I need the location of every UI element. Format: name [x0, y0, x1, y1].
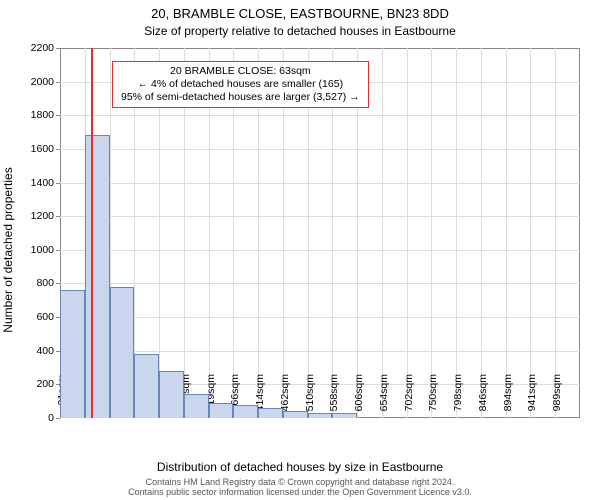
x-tick-label: 941sqm	[526, 374, 538, 424]
y-tick-label: 600	[36, 311, 60, 323]
y-tick-label: 2000	[31, 76, 60, 88]
annotation-line1: 20 BRAMBLE CLOSE: 63sqm	[121, 65, 360, 78]
gridline-h	[60, 216, 580, 217]
gridline-v	[530, 48, 531, 418]
x-tick-label: 894sqm	[502, 374, 514, 424]
gridline-v	[382, 48, 383, 418]
x-tick-label: 750sqm	[427, 374, 439, 424]
histogram-bar	[209, 403, 234, 418]
attribution-line2: Contains public sector information licen…	[128, 487, 472, 497]
histogram-bar	[283, 411, 308, 418]
histogram-bar	[134, 354, 159, 418]
gridline-v	[456, 48, 457, 418]
gridline-v	[407, 48, 408, 418]
x-axis-label: Distribution of detached houses by size …	[0, 460, 600, 474]
y-tick-label: 1800	[31, 109, 60, 121]
attribution-text: Contains HM Land Registry data © Crown c…	[0, 478, 600, 498]
x-tick-label: 654sqm	[378, 374, 390, 424]
y-tick-label: 800	[36, 277, 60, 289]
gridline-h	[60, 351, 580, 352]
y-tick-label: 1600	[31, 143, 60, 155]
x-tick-label: 798sqm	[452, 374, 464, 424]
annotation-box: 20 BRAMBLE CLOSE: 63sqm← 4% of detached …	[112, 61, 369, 108]
y-tick-label: 1200	[31, 210, 60, 222]
gridline-h	[60, 115, 580, 116]
histogram-bar	[308, 413, 333, 418]
plot-area: 0200400600800100012001400160018002000220…	[60, 48, 580, 418]
y-axis-label: Number of detached properties	[1, 167, 15, 332]
histogram-bar	[159, 371, 184, 418]
chart-title-main: 20, BRAMBLE CLOSE, EASTBOURNE, BN23 8DD	[0, 6, 600, 21]
y-tick-label: 1000	[31, 244, 60, 256]
histogram-bar	[332, 413, 357, 418]
gridline-v	[481, 48, 482, 418]
gridline-h	[60, 149, 580, 150]
histogram-bar	[233, 405, 258, 418]
y-tick-label: 400	[36, 345, 60, 357]
gridline-h	[60, 317, 580, 318]
gridline-v	[506, 48, 507, 418]
x-tick-label: 846sqm	[477, 374, 489, 424]
gridline-h	[60, 283, 580, 284]
chart-title-sub: Size of property relative to detached ho…	[0, 24, 600, 38]
x-tick-label: 989sqm	[551, 374, 563, 424]
gridline-h	[60, 250, 580, 251]
y-tick-label: 2200	[31, 42, 60, 54]
annotation-line3: 95% of semi-detached houses are larger (…	[121, 91, 360, 104]
gridline-v	[431, 48, 432, 418]
attribution-line1: Contains HM Land Registry data © Crown c…	[146, 477, 455, 487]
histogram-bar	[258, 408, 283, 418]
annotation-line2: ← 4% of detached houses are smaller (165…	[121, 78, 360, 91]
gridline-v	[555, 48, 556, 418]
gridline-h	[60, 183, 580, 184]
y-tick-label: 1400	[31, 177, 60, 189]
histogram-bar	[60, 290, 85, 418]
histogram-bar	[184, 394, 209, 418]
property-marker-line	[91, 48, 93, 418]
x-tick-label: 702sqm	[403, 374, 415, 424]
histogram-bar	[85, 135, 110, 418]
histogram-bar	[110, 287, 135, 418]
